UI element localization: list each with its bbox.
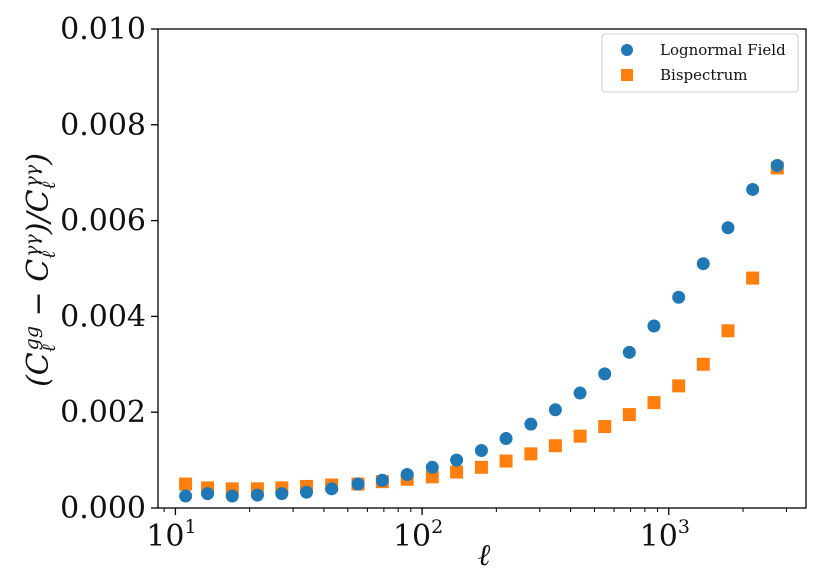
legend-box <box>601 33 799 93</box>
lognormal-point <box>400 467 414 481</box>
lognormal-point <box>250 488 264 502</box>
y-tick-label: 0.006 <box>60 204 146 239</box>
bispectrum-point <box>622 408 636 422</box>
x-axis-label: ℓ <box>478 538 491 573</box>
lognormal-point <box>474 444 488 458</box>
lognormal-point <box>375 473 389 487</box>
lognormal-point <box>672 290 686 304</box>
bispectrum-point <box>573 429 587 443</box>
lognormal-point <box>425 460 439 474</box>
lognormal-point <box>746 182 760 196</box>
lognormal-point <box>548 403 562 417</box>
bispectrum-point <box>524 447 538 461</box>
bispectrum-point <box>548 439 562 453</box>
lognormal-point <box>351 477 365 491</box>
lognormal-point <box>325 482 339 496</box>
legend-label-lognormal: Lognormal Field <box>660 41 786 59</box>
legend-marker-lognormal <box>621 44 633 56</box>
bispectrum-point <box>450 465 464 479</box>
bispectrum-point <box>598 420 612 434</box>
legend: Lognormal Field Bispectrum <box>601 33 799 93</box>
x-tick-label: 102 <box>393 516 443 554</box>
bispectrum-point <box>721 324 735 338</box>
lognormal-point <box>770 159 784 173</box>
lognormal-point <box>499 432 513 446</box>
lognormal-point <box>201 487 215 501</box>
x-tick-label: 101 <box>146 516 196 554</box>
x-tick-label: 103 <box>640 516 690 554</box>
lognormal-point <box>598 367 612 381</box>
bispectrum-point <box>672 379 686 393</box>
y-tick-label: 0.010 <box>60 12 146 47</box>
y-tick-label: 0.000 <box>60 491 146 526</box>
bispectrum-point <box>179 477 193 491</box>
bispectrum-point <box>696 357 710 371</box>
legend-label-bispectrum: Bispectrum <box>660 66 747 84</box>
y-tick-label: 0.008 <box>60 108 146 143</box>
lognormal-point <box>450 453 464 467</box>
y-tick-label: 0.004 <box>60 299 146 334</box>
lognormal-point <box>225 489 239 503</box>
y-axis-ticks: 0.000 0.002 0.004 0.006 0.008 0.010 <box>60 12 158 526</box>
lognormal-point <box>524 417 538 431</box>
svg-text:(Cℓgg − Cℓγγ)/Cℓγγ): (Cℓgg − Cℓγγ)/Cℓγγ) <box>21 153 60 387</box>
lognormal-point <box>647 319 661 333</box>
bispectrum-point <box>499 454 513 468</box>
x-axis-ticks: 101 102 103 <box>146 508 787 554</box>
legend-marker-bispectrum <box>621 69 633 81</box>
lognormal-point <box>275 487 289 501</box>
bispectrum-point <box>425 470 439 484</box>
lognormal-point <box>721 221 735 235</box>
bispectrum-point <box>474 460 488 474</box>
lognormal-point <box>622 345 636 359</box>
y-axis-label: (Cℓgg − Cℓγγ)/Cℓγγ) <box>21 153 60 387</box>
bispectrum-point <box>746 271 760 285</box>
lognormal-point <box>179 489 193 503</box>
lognormal-point <box>573 386 587 400</box>
bispectrum-point <box>647 396 661 410</box>
lognormal-point <box>696 257 710 271</box>
data-points <box>179 159 784 503</box>
lognormal-point <box>300 485 314 499</box>
plot-area-frame <box>157 28 807 509</box>
y-tick-label: 0.002 <box>60 395 146 430</box>
